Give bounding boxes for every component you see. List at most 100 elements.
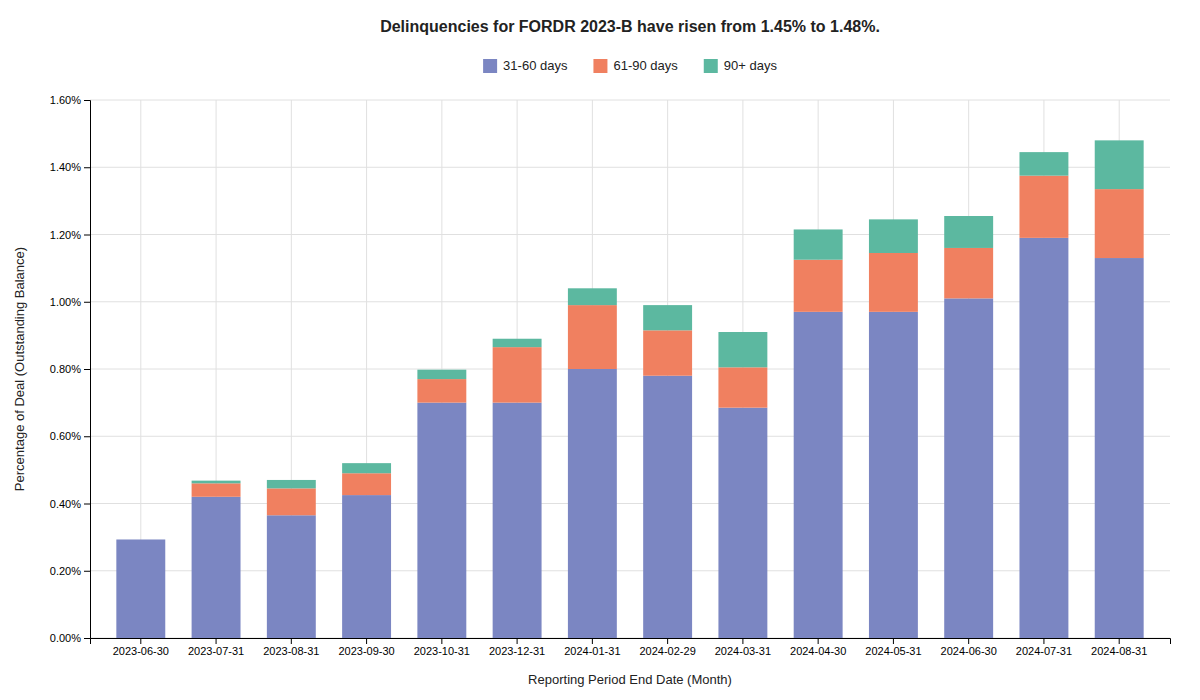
grid [90,100,1170,638]
legend: 31-60 days 61-90 days 90+ days [483,58,777,73]
bar-segment [718,408,767,638]
legend-item: 61-90 days [593,58,678,73]
legend-item: 90+ days [704,58,778,73]
x-tick-mark [592,638,593,644]
x-tick-label: 2024-08-31 [1091,645,1147,657]
x-tick: 2024-06-30 [941,638,997,657]
y-grid-line [90,167,1170,168]
y-tick-label: 0.40% [50,498,81,510]
y-tick: 0.00% [50,632,90,644]
x-tick: 2024-02-29 [639,638,695,657]
y-tick: 1.60% [50,94,90,106]
y-grid-line [90,100,1170,101]
bar-segment [1095,140,1144,189]
y-tick-label: 0.60% [50,430,81,442]
y-tick-mark [84,504,90,505]
x-tick-label: 2023-08-31 [263,645,319,657]
bar-segment [1019,152,1068,176]
bar-segment [944,298,993,638]
y-tick: 0.60% [50,430,90,442]
bar-segment [417,379,466,403]
x-tick-label: 2024-04-30 [790,645,846,657]
y-tick-label: 0.00% [50,632,81,644]
x-tick: 2024-08-31 [1091,638,1147,657]
bar-segment [192,481,241,484]
bar-segment [869,219,918,253]
x-tick-label: 2023-06-30 [113,645,169,657]
legend-item: 31-60 days [483,58,568,73]
y-grid-line [90,436,1170,437]
y-tick-mark [84,302,90,303]
x-tick-label: 2024-01-31 [564,645,620,657]
x-tick-label: 2023-12-31 [489,645,545,657]
chart-title: Delinquencies for FORDR 2023-B have rise… [380,18,880,35]
x-tick: 2024-07-31 [1016,638,1072,657]
bar-series [116,238,1143,638]
y-grid-line [90,503,1170,504]
bar-segment [794,260,843,312]
y-tick: 0.40% [50,498,90,510]
y-axis: 0.00%0.20%0.40%0.60%0.80%1.00%1.20%1.40%… [50,94,91,644]
bar-segment [417,370,466,379]
bar-segment [267,480,316,488]
bar-segment [342,473,391,495]
x-tick-label: 2024-02-29 [639,645,695,657]
bar-segment [267,488,316,515]
x-tick-label: 2024-07-31 [1016,645,1072,657]
bar-series [192,140,1144,488]
y-tick-mark [84,100,90,101]
bar-segment [493,403,542,638]
bar-segment [342,495,391,638]
bar-segment [1019,176,1068,238]
x-tick-mark [1043,638,1044,644]
x-tick: 2024-01-31 [564,638,620,657]
bar-segment [718,367,767,407]
x-tick-label: 2024-03-31 [715,645,771,657]
bar-segment [869,253,918,312]
y-tick: 0.80% [50,363,90,375]
legend-label: 31-60 days [503,58,568,73]
x-tick: 2024-04-30 [790,638,846,657]
bar-segment [568,288,617,305]
x-tick: 2023-07-31 [188,638,244,657]
bar-segment [417,403,466,638]
legend-label: 90+ days [724,58,778,73]
x-tick-mark [441,638,442,644]
y-grid-line [90,301,1170,302]
x-tick-label: 2023-09-30 [338,645,394,657]
y-tick-mark [84,167,90,168]
x-tick-mark [1119,638,1120,644]
bar-segment [568,305,617,369]
x-tick-mark [366,638,367,644]
y-axis-title: Percentage of Deal (Outstanding Balance) [12,247,27,491]
bar-segment [116,539,165,540]
x-axis-line [91,639,1171,645]
bar-segment [794,229,843,259]
y-axis-line [84,101,91,639]
y-tick-mark [84,369,90,370]
y-tick: 1.00% [50,296,90,308]
x-tick-mark [140,638,141,644]
x-tick: 2024-03-31 [715,638,771,657]
y-grid-line [90,234,1170,235]
bar-segment [116,539,165,540]
legend-swatch [483,59,497,73]
bar-segment [794,312,843,638]
x-tick: 2023-12-31 [489,638,545,657]
bar-segment [192,483,241,496]
x-tick-label: 2024-06-30 [941,645,997,657]
y-grid-line [90,570,1170,571]
x-tick-mark [517,638,518,644]
y-tick-mark [84,571,90,572]
x-tick: 2023-10-31 [414,638,470,657]
x-tick-mark [667,638,668,644]
y-tick: 1.20% [50,229,90,241]
x-tick-label: 2023-07-31 [188,645,244,657]
chart-svg: 2023-06-30 2023-07-31 2023-08-31 2023-09-30… [0,0,1200,700]
x-tick-mark [818,638,819,644]
y-tick-mark [84,638,90,639]
y-tick-mark [84,436,90,437]
y-tick-label: 0.20% [50,565,81,577]
bar-segment [643,376,692,638]
bar-segment [944,248,993,298]
